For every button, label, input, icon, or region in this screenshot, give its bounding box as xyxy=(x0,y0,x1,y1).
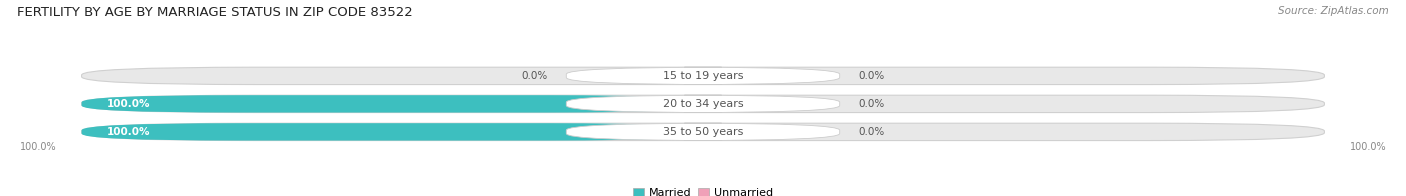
FancyBboxPatch shape xyxy=(82,67,1324,84)
FancyBboxPatch shape xyxy=(567,95,839,113)
Text: 100.0%: 100.0% xyxy=(20,142,56,152)
Text: 100.0%: 100.0% xyxy=(1350,142,1386,152)
Legend: Married, Unmarried: Married, Unmarried xyxy=(633,188,773,196)
Text: 0.0%: 0.0% xyxy=(858,99,884,109)
Text: Source: ZipAtlas.com: Source: ZipAtlas.com xyxy=(1278,6,1389,16)
FancyBboxPatch shape xyxy=(82,95,703,113)
Text: 0.0%: 0.0% xyxy=(858,127,884,137)
FancyBboxPatch shape xyxy=(82,95,1324,113)
Text: 20 to 34 years: 20 to 34 years xyxy=(662,99,744,109)
Text: 15 to 19 years: 15 to 19 years xyxy=(662,71,744,81)
Text: FERTILITY BY AGE BY MARRIAGE STATUS IN ZIP CODE 83522: FERTILITY BY AGE BY MARRIAGE STATUS IN Z… xyxy=(17,6,412,19)
FancyBboxPatch shape xyxy=(567,67,839,84)
FancyBboxPatch shape xyxy=(82,123,1324,141)
Text: 100.0%: 100.0% xyxy=(107,99,150,109)
Text: 100.0%: 100.0% xyxy=(107,127,150,137)
FancyBboxPatch shape xyxy=(567,123,839,141)
Text: 35 to 50 years: 35 to 50 years xyxy=(662,127,744,137)
Text: 0.0%: 0.0% xyxy=(858,71,884,81)
FancyBboxPatch shape xyxy=(82,123,703,141)
Text: 0.0%: 0.0% xyxy=(522,71,548,81)
